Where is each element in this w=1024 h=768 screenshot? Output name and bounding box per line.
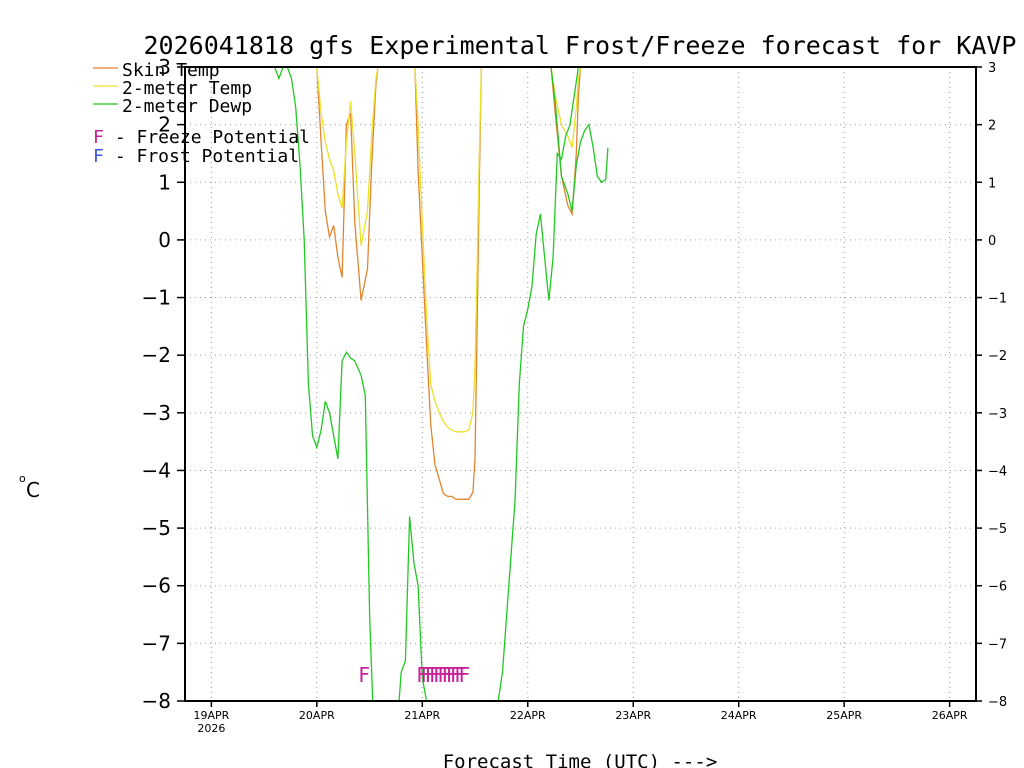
- series-2-meter-dewp-segment-3: [550, 67, 609, 212]
- x-year-label: 2026: [197, 722, 225, 735]
- freeze-marker: F: [429, 663, 441, 687]
- legend-label-2m-temp: 2-meter Temp: [122, 78, 252, 99]
- y-tick-label-right: −3: [988, 407, 1007, 422]
- y-tick-label-right: −8: [988, 695, 1007, 710]
- series-skin-temp-segment-1: [414, 67, 483, 500]
- freeze-marker: F: [450, 663, 462, 687]
- x-tick-label: 19APR: [193, 709, 229, 722]
- y-tick-label-left: 0: [158, 228, 171, 252]
- plot-frame: [184, 66, 977, 702]
- legend-frost-label: - Frost Potential: [104, 146, 299, 167]
- series-2-meter-dewp-segment-2: [497, 67, 580, 701]
- series-skin-temp-segment-0: [316, 67, 379, 301]
- x-tick-label: 21APR: [404, 709, 440, 722]
- freeze-marker: F: [442, 663, 454, 687]
- freeze-marker: F: [417, 663, 429, 687]
- y-axis-label-unit: C: [26, 478, 40, 502]
- y-tick-label-right: 2: [988, 119, 996, 134]
- freeze-marker: F: [433, 663, 445, 687]
- legend-freeze-letter: F: [93, 127, 104, 148]
- y-tick-label-left: −7: [142, 631, 171, 655]
- y-tick-label-left: −2: [142, 343, 171, 367]
- y-axis-left: 3 2 1 0 −1 −2 −3 −4 −5 −6 −7 −8: [142, 55, 185, 713]
- y-tick-label-left: −5: [142, 516, 171, 540]
- y-tick-label-left: −8: [142, 689, 171, 713]
- x-tick-label: 26APR: [932, 709, 968, 722]
- freeze-marker: F: [455, 663, 467, 687]
- series-2-meter-temp-segment-2: [550, 67, 582, 148]
- freeze-marker: F: [425, 663, 437, 687]
- freeze-marker: F: [438, 663, 450, 687]
- x-tick-label: 24APR: [721, 709, 757, 722]
- y-axis-label-degree: o: [19, 472, 26, 485]
- series-2-meter-dewp-segment-0: [273, 67, 374, 701]
- y-tick-label-left: 2: [158, 113, 171, 137]
- y-axis-label: o C: [19, 472, 40, 502]
- series-layer: [273, 67, 609, 701]
- y-tick-label-left: −6: [142, 574, 171, 598]
- y-tick-label-right: 0: [988, 234, 996, 249]
- y-tick-label-right: 3: [988, 61, 996, 76]
- freeze-marker: F: [446, 663, 458, 687]
- legend: Skin Temp 2-meter Temp 2-meter Dewp F - …: [93, 60, 310, 167]
- y-tick-label-right: −6: [988, 580, 1007, 595]
- legend-freeze-label: - Freeze Potential: [104, 127, 310, 148]
- series-skin-temp-segment-2: [550, 67, 582, 217]
- y-tick-label-left: −1: [142, 286, 171, 310]
- freeze-marker: F: [421, 663, 433, 687]
- x-axis: 19APR 20APR 21APR 22APR 23APR 24APR 25APR 26APR…: [193, 701, 968, 735]
- y-tick-label-left: −3: [142, 401, 171, 425]
- y-tick-label-right: 1: [988, 176, 996, 191]
- y-tick-label-left: −4: [142, 458, 171, 482]
- series-2-meter-dewp-segment-1: [398, 516, 428, 701]
- y-tick-label-right: −7: [988, 637, 1007, 652]
- y-tick-label-left: 1: [158, 170, 171, 194]
- y-tick-label-right: −4: [988, 464, 1007, 479]
- series-2-meter-temp-segment-1: [414, 67, 483, 433]
- legend-label-2m-dewp: 2-meter Dewp: [122, 96, 252, 117]
- y-tick-label-left: 3: [158, 55, 171, 79]
- x-axis-label: Forecast Time (UTC) --->: [443, 751, 718, 768]
- legend-label-skin-temp: Skin Temp: [122, 60, 220, 81]
- y-axis-right: 3 2 1 0 −1 −2 −3 −4 −5 −6 −7 −8: [976, 61, 1007, 710]
- x-tick-label: 23APR: [615, 709, 651, 722]
- grid-lines: [185, 66, 976, 702]
- freeze-marker: F: [359, 663, 371, 687]
- x-tick-label: 25APR: [826, 709, 862, 722]
- y-tick-label-right: −1: [988, 292, 1007, 307]
- legend-frost-letter: F: [93, 146, 104, 167]
- series-2-meter-temp-segment-0: [316, 67, 379, 246]
- x-tick-label: 20APR: [299, 709, 335, 722]
- freeze-marker: F: [459, 663, 471, 687]
- chart-title: 2026041818 gfs Experimental Frost/Freeze…: [144, 31, 1017, 60]
- x-tick-label: 22APR: [510, 709, 546, 722]
- y-tick-label-right: −2: [988, 349, 1007, 364]
- y-tick-label-right: −5: [988, 522, 1007, 537]
